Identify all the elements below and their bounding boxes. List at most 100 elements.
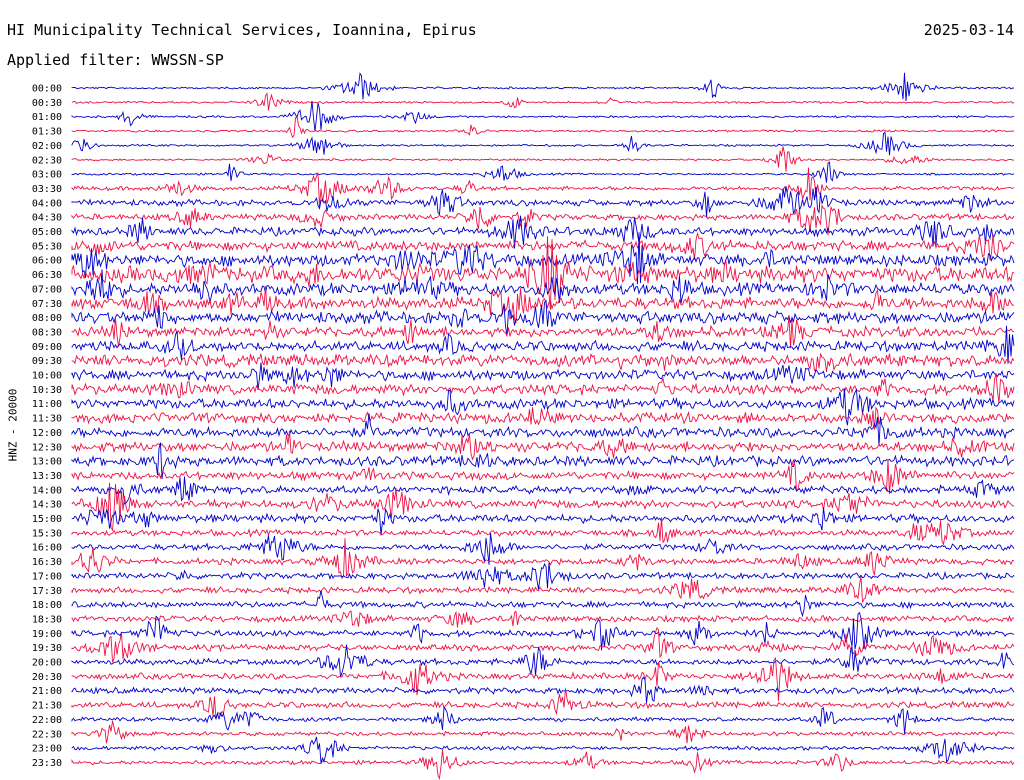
row-time-label: 09:00 — [32, 342, 62, 353]
trace-row-1100 — [71, 388, 1015, 426]
row-time-label: 00:30 — [32, 98, 62, 109]
trace-row-0130 — [71, 114, 1015, 139]
row-time-label: 07:30 — [32, 299, 62, 310]
trace-row-0530 — [71, 231, 1015, 261]
trace-row-1130 — [71, 406, 1015, 430]
row-time-label: 05:00 — [32, 227, 62, 238]
trace-row-2000 — [71, 644, 1015, 677]
trace-row-1500 — [71, 507, 1015, 536]
trace-row-2200 — [71, 706, 1015, 735]
trace-row-1330 — [71, 459, 1015, 495]
row-time-label: 06:00 — [32, 256, 62, 267]
trace-row-1400 — [71, 476, 1015, 505]
row-time-label: 21:00 — [32, 686, 62, 697]
row-time-label: 23:00 — [32, 744, 62, 755]
row-time-label: 01:00 — [32, 112, 62, 123]
row-time-label: 20:00 — [32, 658, 62, 669]
row-time-label: 21:30 — [32, 701, 62, 712]
row-time-label: 11:30 — [32, 414, 62, 425]
trace-row-2300 — [71, 736, 1015, 764]
trace-row-1600 — [71, 533, 1015, 565]
row-time-label: 00:00 — [32, 84, 62, 95]
trace-row-1830 — [71, 610, 1015, 628]
trace-row-0100 — [71, 100, 1015, 132]
row-time-label: 22:30 — [32, 729, 62, 740]
trace-row-0030 — [71, 92, 1015, 111]
trace-row-0930 — [71, 352, 1015, 373]
trace-row-1030 — [71, 373, 1015, 403]
trace-row-0800 — [71, 299, 1015, 336]
row-time-label: 02:00 — [32, 141, 62, 152]
trace-row-0430 — [71, 204, 1015, 236]
row-time-label: 14:30 — [32, 500, 62, 511]
row-time-label: 06:30 — [32, 270, 62, 281]
trace-row-0200 — [71, 131, 1015, 156]
row-time-label: 20:30 — [32, 672, 62, 683]
trace-row-0830 — [71, 315, 1015, 349]
trace-row-0230 — [71, 146, 1015, 172]
trace-row-0330 — [71, 167, 1015, 207]
row-time-label: 04:00 — [32, 198, 62, 209]
page-title: HI Municipality Technical Services, Ioan… — [7, 21, 477, 39]
trace-row-0900 — [71, 325, 1015, 364]
trace-row-0300 — [71, 161, 1015, 183]
trace-row-0400 — [71, 186, 1015, 218]
trace-row-2100 — [71, 676, 1015, 704]
trace-row-0500 — [71, 215, 1015, 249]
row-time-label: 19:00 — [32, 629, 62, 640]
row-time-label: 14:00 — [32, 485, 62, 496]
row-time-label: 10:30 — [32, 385, 62, 396]
row-time-label: 16:00 — [32, 543, 62, 554]
row-time-label: 10:00 — [32, 371, 62, 382]
row-time-label: 18:30 — [32, 614, 62, 625]
trace-row-1930 — [71, 626, 1015, 663]
row-time-label: 17:00 — [32, 571, 62, 582]
trace-row-2330 — [71, 749, 1015, 780]
row-time-label: 15:30 — [32, 528, 62, 539]
row-time-label: 16:30 — [32, 557, 62, 568]
row-time-label: 18:00 — [32, 600, 62, 611]
row-time-label: 02:30 — [32, 155, 62, 166]
trace-row-1200 — [71, 413, 1015, 447]
row-time-label: 15:00 — [32, 514, 62, 525]
row-time-label: 08:30 — [32, 327, 62, 338]
trace-row-1300 — [71, 442, 1015, 480]
trace-row-1900 — [71, 611, 1014, 651]
row-time-label: 12:30 — [32, 442, 62, 453]
row-time-label: 22:00 — [32, 715, 62, 726]
trace-row-1230 — [71, 430, 1015, 461]
trace-row-1000 — [71, 362, 1015, 391]
trace-row-0600 — [71, 232, 1015, 285]
row-time-label: 07:00 — [32, 284, 62, 295]
row-time-label: 12:00 — [32, 428, 62, 439]
trace-row-0730 — [71, 286, 1015, 324]
trace-row-2230 — [71, 720, 1015, 744]
row-time-label: 03:30 — [32, 184, 62, 195]
row-time-label: 17:30 — [32, 586, 62, 597]
trace-row-0700 — [71, 269, 1015, 304]
row-time-label: 03:00 — [32, 170, 62, 181]
row-time-label: 23:30 — [32, 758, 62, 769]
trace-row-2030 — [71, 657, 1015, 701]
trace-row-1430 — [71, 482, 1015, 532]
filter-label: Applied filter: WWSSN-SP — [7, 51, 224, 69]
trace-row-2130 — [71, 688, 1015, 720]
trace-row-1700 — [71, 562, 1015, 590]
row-time-label: 01:30 — [32, 127, 62, 138]
row-time-label: 05:30 — [32, 241, 62, 252]
row-time-label: 13:30 — [32, 471, 62, 482]
row-time-label: 19:30 — [32, 643, 62, 654]
trace-row-1530 — [71, 517, 1015, 546]
trace-row-1800 — [71, 590, 1015, 618]
row-time-label: 09:30 — [32, 356, 62, 367]
row-time-label: 11:00 — [32, 399, 62, 410]
row-time-label: 08:00 — [32, 313, 62, 324]
row-time-label: 04:30 — [32, 213, 62, 224]
trace-row-0630 — [71, 236, 1015, 311]
date-label: 2025-03-14 — [923, 21, 1014, 39]
trace-row-1730 — [71, 576, 1015, 603]
trace-row-1630 — [71, 538, 1015, 580]
row-time-label: 13:00 — [32, 457, 62, 468]
trace-row-0000 — [71, 72, 1015, 102]
